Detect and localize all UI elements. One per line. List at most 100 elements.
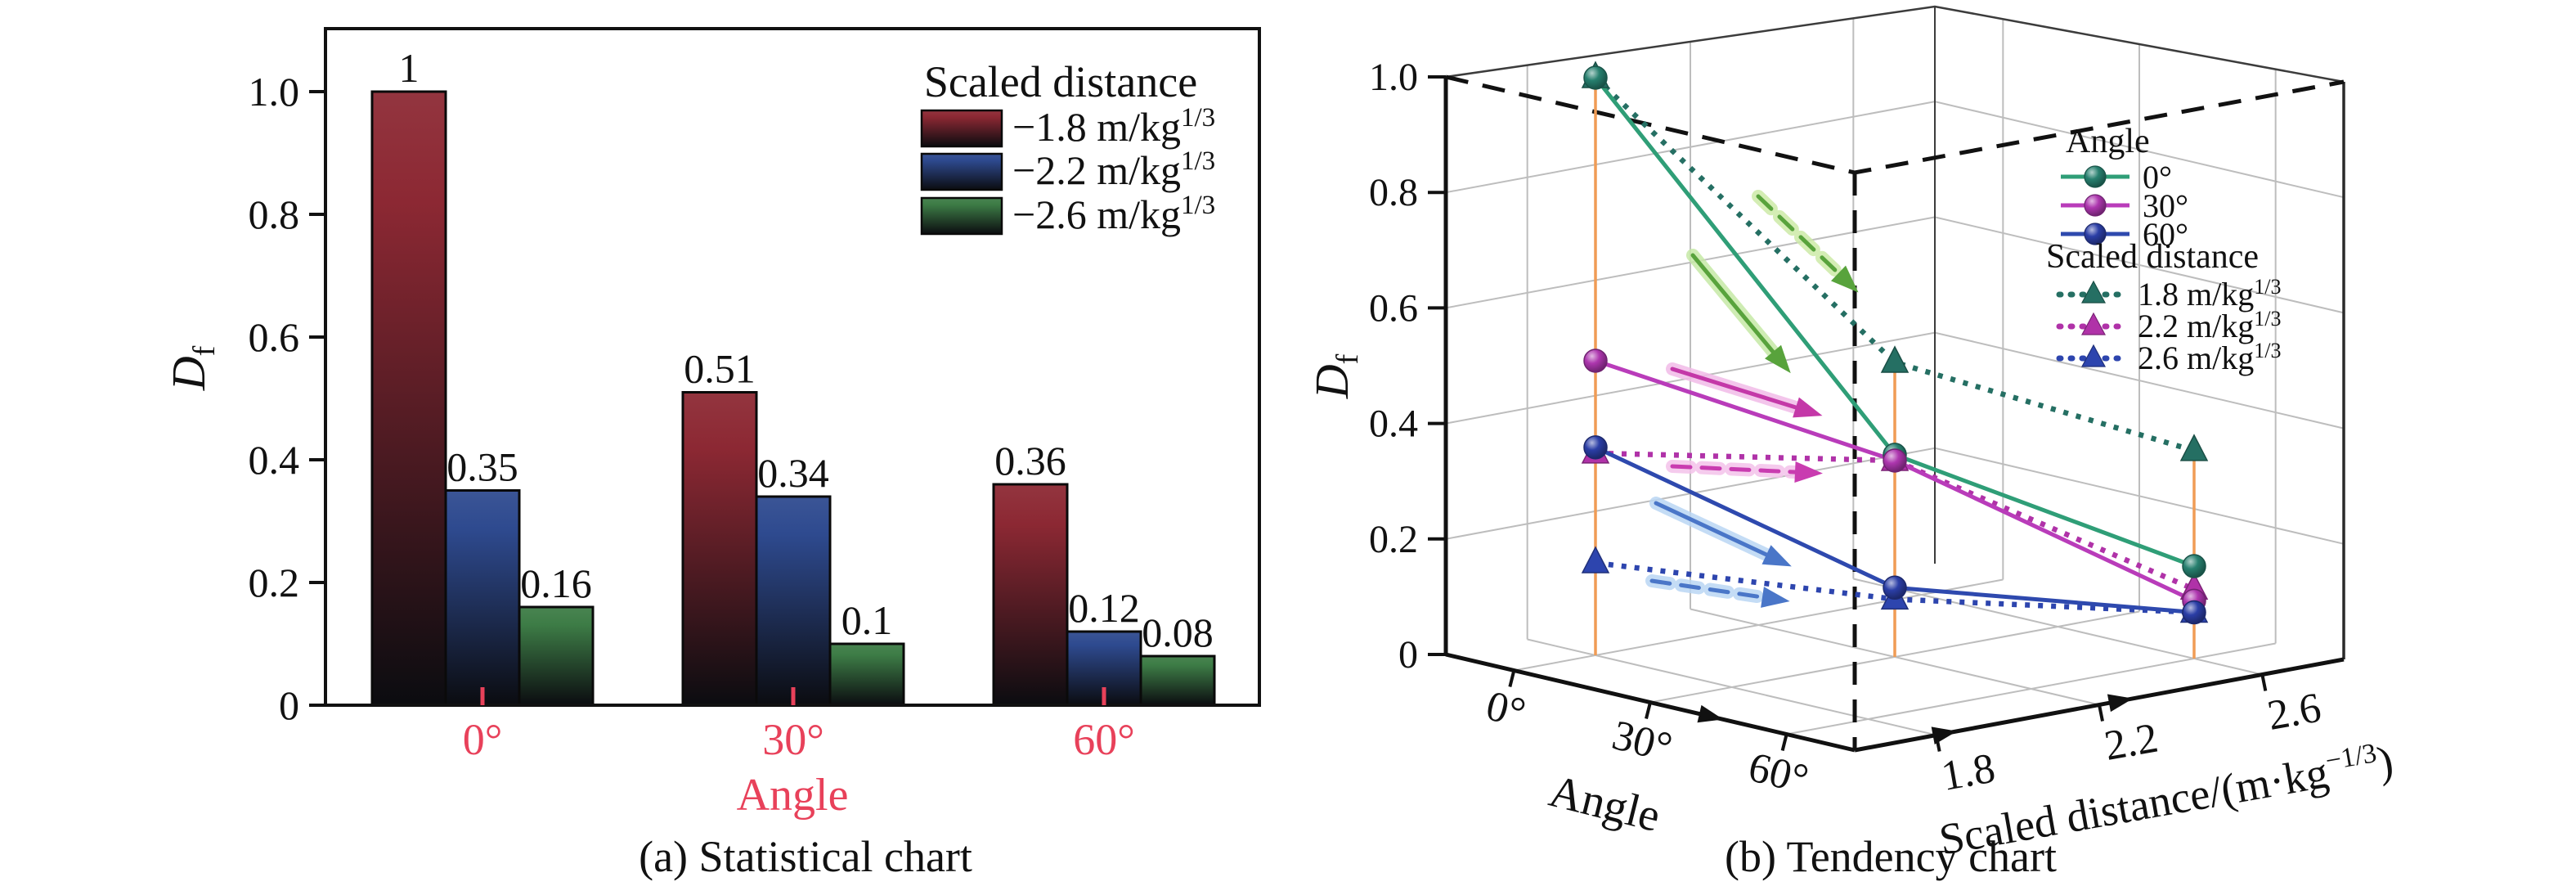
legend-swatch bbox=[920, 152, 1003, 191]
sphere-marker bbox=[1883, 575, 1907, 600]
bar-value-label: 1 bbox=[399, 45, 420, 91]
z-tick-label: 1.0 bbox=[1369, 56, 1418, 99]
y-tick-label: 1.0 bbox=[249, 69, 300, 115]
y-tick-label: 0.8 bbox=[249, 191, 300, 237]
angle-tick-label: 60° bbox=[1744, 744, 1812, 803]
bar-value-label: 0.36 bbox=[994, 438, 1066, 483]
box-top-front-edges-dashed bbox=[1445, 74, 2345, 175]
bar bbox=[828, 642, 905, 707]
sphere-marker bbox=[2182, 554, 2206, 578]
trend-arrow bbox=[1752, 190, 1859, 293]
angle-axis-title: Angle bbox=[1544, 766, 1665, 842]
bar-value-label: 0.35 bbox=[447, 444, 518, 490]
distance-tick-label: 2.6 bbox=[2264, 685, 2325, 740]
legend-item-label: −1.8 m/kg1/3 bbox=[1012, 103, 1215, 150]
bar bbox=[370, 90, 447, 707]
legend-item-label: 60° bbox=[2143, 216, 2188, 253]
trend-arrowhead bbox=[1831, 265, 1859, 293]
y-tick-label: 0.2 bbox=[249, 560, 300, 605]
bar bbox=[518, 605, 595, 707]
distance-axis-arrow bbox=[2107, 694, 2134, 713]
trend-arrow-shaft bbox=[1756, 194, 1841, 276]
trend-arrow bbox=[1666, 460, 1823, 483]
legend-triangle-sample bbox=[2080, 344, 2107, 367]
bar bbox=[681, 391, 758, 707]
angle-tick bbox=[1645, 702, 1652, 719]
trend-arrow bbox=[1666, 362, 1823, 418]
distance-tick bbox=[2260, 674, 2268, 691]
z-axis-title: Df bbox=[1305, 353, 1365, 399]
y-axis: 0 0.2 0.4 0.6 0.8 1.0 Df bbox=[162, 69, 325, 728]
trend-arrow bbox=[1686, 249, 1791, 374]
legend-angle-title: Angle bbox=[2066, 123, 2150, 160]
legend-sphere-sample bbox=[2084, 165, 2107, 188]
bar bbox=[755, 495, 832, 707]
sphere-marker bbox=[1583, 65, 1608, 90]
bar-value-label: 0.51 bbox=[684, 346, 756, 392]
triangle-marker bbox=[1581, 546, 1610, 573]
legend-item-label: −2.6 m/kg1/3 bbox=[1012, 191, 1215, 237]
sphere-marker bbox=[1583, 435, 1608, 460]
trend-arrow-shaft bbox=[1670, 464, 1797, 474]
bar-value-label: 0.12 bbox=[1068, 585, 1140, 631]
legend-item-label: 1.8 m/kg1/3 bbox=[2138, 275, 2281, 313]
bar bbox=[992, 483, 1069, 707]
z-tick-label: 0.4 bbox=[1369, 403, 1418, 446]
legend-distance-title: Scaled distance bbox=[2046, 238, 2259, 276]
legend-item-label: 30° bbox=[2143, 187, 2188, 224]
trend-arrowhead bbox=[1764, 344, 1791, 374]
legend-item-label: 2.2 m/kg1/3 bbox=[2138, 307, 2281, 344]
bars-group: 1 0.51 0.36 0.35 0.34 0.12 0.16 0.1 0.08 bbox=[370, 45, 1216, 707]
legend-swatch bbox=[920, 109, 1003, 148]
distance-tick bbox=[2098, 704, 2104, 722]
legend-sphere-sample bbox=[2084, 194, 2107, 217]
legend-triangle-sample bbox=[2080, 280, 2107, 304]
box-top-back-edges bbox=[1445, 5, 2345, 83]
trend-arrow-shaft bbox=[1649, 578, 1765, 600]
trend-arrow bbox=[1649, 497, 1792, 567]
bar-value-label: 0.1 bbox=[841, 597, 893, 643]
trend-arrow-shaft bbox=[1670, 367, 1798, 410]
x-tick-label: 0° bbox=[463, 715, 503, 764]
bar-value-label: 0.16 bbox=[520, 560, 592, 606]
bar-value-label: 0.34 bbox=[757, 450, 829, 496]
angle-axis-arrow bbox=[1697, 704, 1724, 723]
x-tick-label: 60° bbox=[1073, 715, 1135, 764]
trend-arrow bbox=[1645, 574, 1790, 608]
z-tick-label: 0.2 bbox=[1369, 518, 1418, 561]
x-axis: 0° 30° 60° Angle bbox=[463, 687, 1135, 821]
trend-arrowhead bbox=[1794, 461, 1823, 483]
legend-title: Scaled distance bbox=[924, 57, 1197, 106]
trend-arrow-shaft bbox=[1690, 253, 1775, 354]
angle-tick bbox=[1780, 734, 1788, 751]
angle-tick bbox=[1508, 670, 1516, 687]
z-tick-label: 0.6 bbox=[1369, 286, 1418, 330]
x-axis-title: Angle bbox=[737, 770, 849, 821]
statistical-bar-chart: 10.510.360.35 0.340.120.160.1 0.0800.20.40… bbox=[162, 27, 1261, 821]
angle-tick-label: 30° bbox=[1608, 712, 1676, 771]
distance-tick-label: 1.8 bbox=[1938, 745, 1999, 800]
legend-sphere-sample bbox=[2084, 223, 2107, 245]
caption-tendency-chart: (b) Tendency chart bbox=[1724, 832, 2058, 881]
trend-arrow-shaft bbox=[1654, 501, 1769, 557]
floor-gridline bbox=[1786, 642, 2276, 735]
legend-item-label: 2.6 m/kg1/3 bbox=[2138, 339, 2281, 376]
legend-item-label: −2.2 m/kg1/3 bbox=[1012, 146, 1215, 193]
y-tick-label: 0.4 bbox=[249, 437, 300, 483]
sphere-marker bbox=[1583, 349, 1608, 373]
legend-swatch bbox=[920, 196, 1003, 236]
legend-item-label: 0° bbox=[2143, 159, 2172, 196]
bar-value-label: 0.08 bbox=[1142, 609, 1214, 655]
z-tick-label: 0 bbox=[1398, 633, 1418, 677]
distance-tick-label: 2.2 bbox=[2101, 715, 2161, 770]
y-axis-title: Df bbox=[162, 345, 222, 391]
z-tick-label: 0.8 bbox=[1369, 171, 1418, 214]
sphere-marker bbox=[1883, 448, 1907, 473]
trend-arrowhead bbox=[1761, 587, 1790, 608]
y-tick-label: 0.6 bbox=[249, 314, 300, 360]
